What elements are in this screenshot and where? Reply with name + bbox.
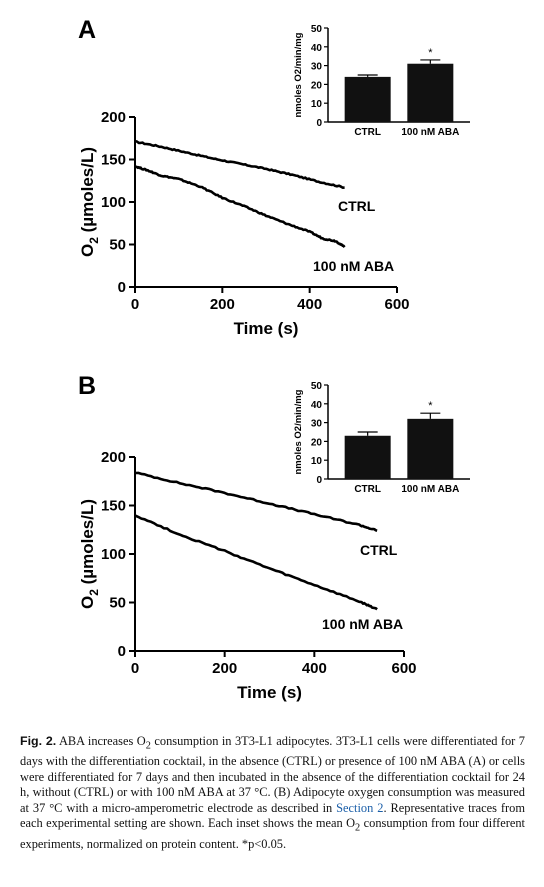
inset-category-label: CTRL — [354, 484, 381, 495]
x-tick-label: 200 — [210, 296, 235, 313]
y-tick-label: 200 — [101, 109, 126, 126]
figure-caption: Fig. 2. ABA increases O2 consumption in … — [20, 734, 525, 851]
inset-y-tick-label: 0 — [316, 118, 322, 129]
y-tick-label: 0 — [118, 279, 126, 296]
series-line-aba — [134, 514, 378, 611]
y-tick-label: 100 — [101, 194, 126, 211]
inset-category-label: CTRL — [354, 127, 381, 138]
inset-y-tick-label: 10 — [311, 99, 323, 110]
y-tick-label: 50 — [109, 237, 126, 254]
series-line-ctrl — [134, 139, 345, 189]
inset-y-tick-label: 50 — [311, 381, 323, 392]
y-tick-label: 0 — [118, 643, 126, 660]
inset-bar-ctrl — [344, 435, 391, 479]
inset-y-tick-label: 0 — [316, 475, 322, 486]
inset-y-tick-label: 40 — [311, 400, 323, 411]
y-tick-label: 100 — [101, 546, 126, 563]
inset-y-tick-label: 10 — [311, 456, 323, 467]
y-axis-label: O2 (µmoles/L) — [78, 499, 101, 609]
significance-marker: * — [428, 47, 433, 59]
inset-category-label: 100 nM ABA — [401, 127, 459, 138]
inset-category-label: 100 nM ABA — [401, 484, 459, 495]
inset-bar-aba — [407, 418, 454, 479]
series-label: CTRL — [360, 542, 398, 558]
series-label: CTRL — [338, 198, 376, 214]
inset-bar-aba — [407, 63, 454, 122]
x-tick-label: 600 — [384, 296, 409, 313]
inset-y-axis-label: nmoles O2/min/mg — [293, 32, 304, 117]
caption-label: Fig. 2. — [20, 734, 57, 748]
y-tick-label: 200 — [101, 449, 126, 466]
inset-y-tick-label: 50 — [311, 24, 323, 35]
x-tick-label: 600 — [391, 660, 416, 677]
inset-y-tick-label: 30 — [311, 62, 323, 73]
x-axis-label: Time (s) — [237, 683, 302, 702]
y-axis-label: O2 (µmoles/L) — [78, 147, 101, 257]
series-line-ctrl — [134, 471, 378, 532]
series-label: 100 nM ABA — [322, 616, 403, 632]
y-tick-label: 150 — [101, 498, 126, 515]
x-tick-label: 0 — [131, 660, 139, 677]
inset-y-tick-label: 30 — [311, 419, 323, 430]
panel-label: B — [78, 372, 96, 400]
x-tick-label: 200 — [212, 660, 237, 677]
series-label: 100 nM ABA — [313, 258, 394, 274]
y-tick-label: 50 — [109, 595, 126, 612]
x-axis-label: Time (s) — [234, 319, 299, 338]
inset-bar-chart: 0 10 20 30 40 50 nmoles O2/min/mg CTRL 100 nM AB… — [293, 381, 470, 495]
inset-y-tick-label: 20 — [311, 437, 323, 448]
y-tick-label: 150 — [101, 152, 126, 169]
x-tick-label: 0 — [131, 296, 139, 313]
panel-label: A — [78, 16, 96, 44]
series-line-aba — [134, 165, 346, 248]
inset-bar-chart: 0 10 20 30 40 50 nmoles O2/min/mg CTRL 100 nM AB… — [293, 24, 470, 138]
x-tick-label: 400 — [297, 296, 322, 313]
section-link[interactable]: Section 2 — [336, 800, 384, 815]
inset-y-tick-label: 40 — [311, 43, 323, 54]
significance-marker: * — [428, 400, 433, 412]
inset-y-axis-label: nmoles O2/min/mg — [293, 389, 304, 474]
inset-y-tick-label: 20 — [311, 80, 323, 91]
x-tick-label: 400 — [302, 660, 327, 677]
inset-bar-ctrl — [344, 76, 391, 122]
